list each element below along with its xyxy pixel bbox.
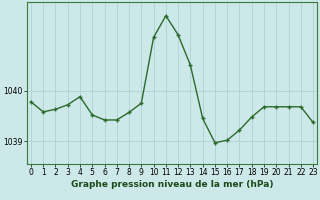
X-axis label: Graphe pression niveau de la mer (hPa): Graphe pression niveau de la mer (hPa) (71, 180, 273, 189)
